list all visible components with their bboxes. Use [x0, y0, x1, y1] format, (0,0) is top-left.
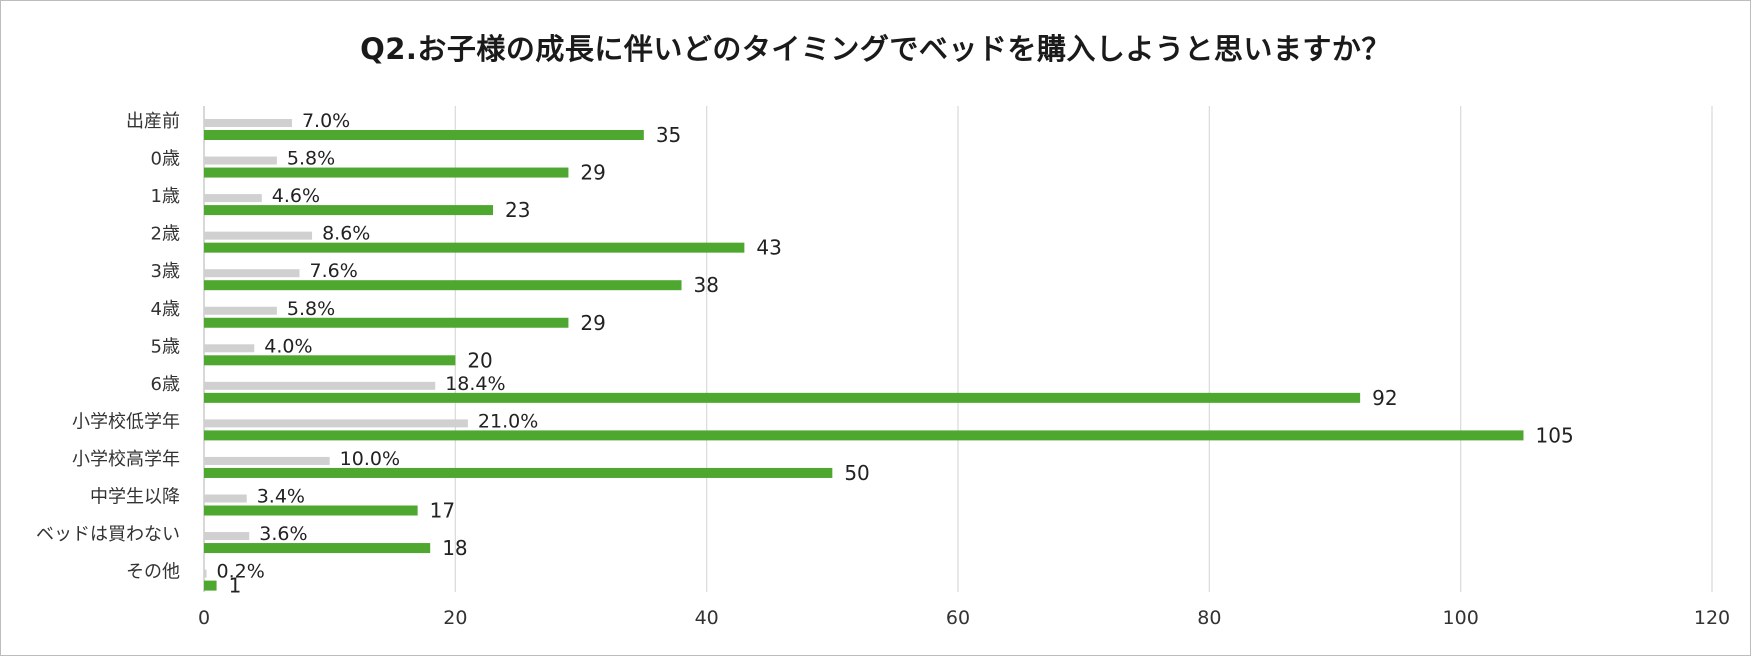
data-label-count: 35	[656, 123, 681, 147]
category-label: 小学校高学年	[72, 449, 180, 470]
bar-count	[204, 355, 456, 366]
data-label-count: 17	[430, 499, 455, 523]
category-label: 6歳	[151, 374, 180, 395]
bar-count	[204, 467, 833, 478]
data-label-percent: 18.4%	[445, 373, 505, 395]
data-label-percent: 3.4%	[257, 486, 305, 508]
category-label: 5歳	[151, 336, 180, 357]
data-label-count: 18	[442, 536, 467, 560]
data-label-percent: 0.2%	[217, 561, 265, 583]
bar-percent	[204, 494, 247, 503]
category-label: 0歳	[151, 149, 180, 170]
category-label: 中学生以降	[90, 487, 180, 508]
data-label-count: 29	[580, 311, 605, 335]
x-tick-label: 120	[1694, 607, 1730, 629]
bar-count	[204, 280, 682, 291]
bar-count	[204, 205, 494, 216]
x-tick-label: 0	[198, 607, 210, 629]
bar-count	[204, 392, 1361, 403]
bar-percent	[204, 569, 207, 578]
data-label-count: 20	[467, 348, 492, 372]
data-label-percent: 3.6%	[259, 523, 307, 545]
data-label-percent: 5.8%	[287, 148, 335, 170]
data-label-count: 29	[580, 161, 605, 185]
bar-percent	[204, 456, 330, 465]
bar-count	[204, 317, 569, 328]
bar-count	[204, 430, 1524, 441]
data-label-count: 23	[505, 198, 530, 222]
category-label: 2歳	[151, 224, 180, 245]
bar-percent	[204, 306, 277, 315]
data-label-percent: 7.6%	[310, 260, 358, 282]
data-label-count: 105	[1536, 423, 1574, 447]
data-label-percent: 4.6%	[272, 185, 320, 207]
category-label: 4歳	[151, 299, 180, 320]
x-tick-label: 20	[443, 607, 467, 629]
bar-percent	[204, 194, 262, 203]
bar-percent	[204, 269, 300, 278]
bar-count	[204, 167, 569, 178]
data-label-percent: 21.0%	[478, 410, 538, 432]
x-tick-label: 60	[946, 607, 970, 629]
x-tick-label: 40	[695, 607, 719, 629]
bar-percent	[204, 231, 313, 240]
bar-count	[204, 242, 745, 253]
bar-count	[204, 543, 431, 554]
data-label-percent: 8.6%	[322, 223, 370, 245]
bars	[204, 119, 1524, 591]
bar-percent	[204, 344, 255, 353]
category-label: 出産前	[126, 111, 180, 132]
category-label: その他	[126, 562, 180, 583]
category-label: 3歳	[151, 261, 180, 282]
data-label-percent: 7.0%	[302, 110, 350, 132]
data-label-count: 1	[229, 574, 242, 598]
bar-count	[204, 130, 644, 140]
chart-title: Q2.お子様の成長に伴いどのタイミングでベッドを購入しようと思いますか？	[360, 32, 1391, 66]
bar-percent	[204, 156, 277, 165]
data-label-count: 50	[844, 461, 869, 485]
category-label: 1歳	[151, 186, 180, 207]
bar-percent	[204, 419, 468, 428]
x-tick-label: 80	[1197, 607, 1221, 629]
data-label-count: 92	[1372, 386, 1397, 410]
bar-count	[204, 505, 418, 516]
gridlines	[454, 106, 1713, 592]
x-tick-label: 100	[1443, 607, 1479, 629]
data-label-count: 43	[756, 236, 781, 260]
bar-count	[204, 580, 217, 591]
category-label: 小学校低学年	[72, 411, 180, 432]
bar-percent	[204, 532, 250, 541]
data-label-count: 38	[694, 273, 719, 297]
data-label-percent: 5.8%	[287, 298, 335, 320]
bar-percent	[204, 119, 292, 127]
data-label-percent: 10.0%	[340, 448, 400, 470]
labels: 出産前 35 7.0% 0歳 29 5.8% 1歳 23 4.6% 2歳 43 8.6% 3歳 38 7.6…	[36, 110, 1574, 598]
bar-percent	[204, 381, 436, 390]
category-label: ベッドは買わない	[36, 524, 180, 545]
data-label-percent: 4.0%	[264, 335, 312, 357]
